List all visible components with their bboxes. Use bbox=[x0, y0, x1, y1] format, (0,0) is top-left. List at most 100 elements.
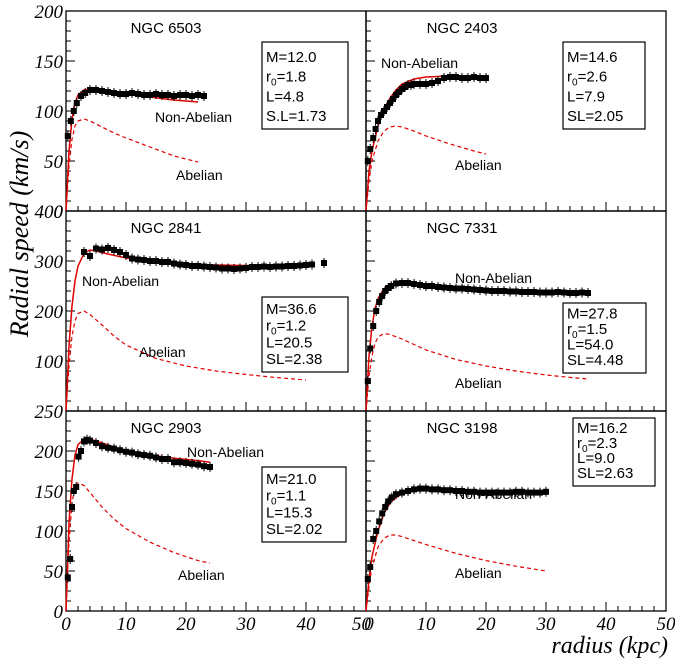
data-point bbox=[87, 85, 93, 95]
abelian-curve bbox=[365, 125, 487, 212]
data-point bbox=[279, 261, 285, 272]
parameter-line: L=7.9 bbox=[567, 88, 605, 105]
data-point bbox=[123, 89, 129, 99]
data-point bbox=[483, 285, 489, 296]
non-abelian-label: Non-Abelian bbox=[455, 270, 532, 286]
data-point bbox=[399, 278, 405, 288]
y-axis-label: Radial speed (km/s) bbox=[5, 131, 34, 339]
data-point bbox=[372, 124, 379, 134]
x-tick-label: 20 bbox=[477, 614, 497, 635]
abelian-label: Abelian bbox=[178, 567, 225, 583]
data-point bbox=[201, 461, 207, 472]
data-point bbox=[177, 259, 183, 270]
data-point bbox=[213, 262, 219, 273]
data-point bbox=[501, 286, 507, 296]
data-point bbox=[441, 73, 447, 83]
parameter-line: SL=2.05 bbox=[567, 108, 623, 125]
data-point bbox=[519, 486, 525, 497]
x-tick-label: 10 bbox=[417, 614, 437, 635]
abelian-curve bbox=[365, 332, 589, 412]
data-point bbox=[147, 256, 153, 266]
parameter-line: r0=1.1 bbox=[266, 488, 306, 508]
data-point bbox=[135, 89, 141, 99]
data-point bbox=[447, 283, 453, 293]
data-point bbox=[429, 78, 435, 88]
y-tick-label: 0 bbox=[54, 602, 64, 623]
data-point bbox=[153, 256, 159, 266]
data-point bbox=[207, 262, 213, 272]
y-tick-label: 200 bbox=[35, 302, 64, 323]
parameter-line: SL=2.63 bbox=[577, 465, 633, 482]
parameter-line: r0=1.8 bbox=[266, 69, 306, 89]
data-point bbox=[267, 262, 273, 272]
data-point bbox=[87, 251, 93, 261]
data-point bbox=[147, 90, 153, 100]
data-point bbox=[69, 502, 75, 512]
data-point bbox=[189, 261, 195, 271]
non-abelian-label: Non-Abelian bbox=[187, 444, 264, 460]
data-point bbox=[423, 281, 429, 291]
data-point bbox=[393, 489, 399, 500]
data-point bbox=[405, 278, 411, 288]
data-point bbox=[385, 496, 392, 507]
data-point bbox=[579, 287, 585, 298]
data-point bbox=[364, 574, 371, 584]
data-point bbox=[483, 73, 489, 83]
y-tick-label: 150 bbox=[35, 482, 64, 503]
data-point bbox=[367, 562, 374, 572]
parameter-line: L=54.0 bbox=[567, 337, 613, 354]
data-point bbox=[147, 450, 153, 461]
data-point bbox=[429, 484, 435, 495]
y-tick-label: 300 bbox=[34, 252, 64, 273]
data-point bbox=[459, 486, 465, 496]
data-point bbox=[67, 116, 74, 126]
data-point bbox=[117, 247, 123, 257]
data-point bbox=[129, 88, 135, 98]
non-abelian-curve bbox=[365, 489, 547, 612]
parameter-line: M=21.0 bbox=[266, 471, 316, 488]
data-point bbox=[141, 450, 147, 460]
data-point bbox=[225, 263, 231, 274]
data-point bbox=[364, 156, 371, 166]
data-point bbox=[367, 144, 374, 154]
data-point bbox=[423, 79, 429, 89]
data-point bbox=[531, 287, 537, 297]
data-point bbox=[117, 445, 123, 456]
data-point bbox=[321, 258, 327, 268]
y-tick-label: 50 bbox=[44, 562, 64, 583]
data-point bbox=[441, 282, 447, 293]
parameter-line: L=20.5 bbox=[266, 334, 312, 351]
data-point bbox=[177, 90, 183, 100]
data-point bbox=[189, 458, 195, 469]
parameter-line: M=36.6 bbox=[266, 301, 316, 318]
data-point bbox=[73, 482, 80, 492]
data-point bbox=[177, 457, 183, 468]
data-point bbox=[285, 261, 291, 271]
data-point bbox=[393, 278, 399, 289]
data-point bbox=[159, 257, 165, 267]
data-point bbox=[477, 487, 483, 498]
non-abelian-label: Non-Abelian bbox=[82, 273, 159, 289]
x-tick-label: 0 bbox=[61, 614, 71, 635]
parameter-line: SL=2.38 bbox=[266, 351, 322, 368]
data-point bbox=[111, 88, 117, 98]
data-point bbox=[195, 261, 201, 271]
parameter-line: r0=2.6 bbox=[567, 69, 607, 89]
data-point bbox=[567, 288, 573, 298]
data-point bbox=[501, 487, 507, 498]
data-point bbox=[495, 487, 501, 498]
data-point bbox=[171, 258, 177, 269]
data-point bbox=[189, 91, 195, 101]
data-point bbox=[303, 260, 309, 270]
data-point bbox=[471, 486, 477, 497]
data-point bbox=[370, 534, 377, 544]
data-point bbox=[531, 487, 537, 498]
data-point bbox=[153, 452, 159, 463]
data-point bbox=[141, 255, 147, 265]
data-point bbox=[309, 259, 315, 270]
data-point bbox=[507, 286, 513, 297]
data-point bbox=[201, 261, 207, 272]
data-point bbox=[73, 98, 80, 108]
data-point bbox=[183, 458, 189, 468]
